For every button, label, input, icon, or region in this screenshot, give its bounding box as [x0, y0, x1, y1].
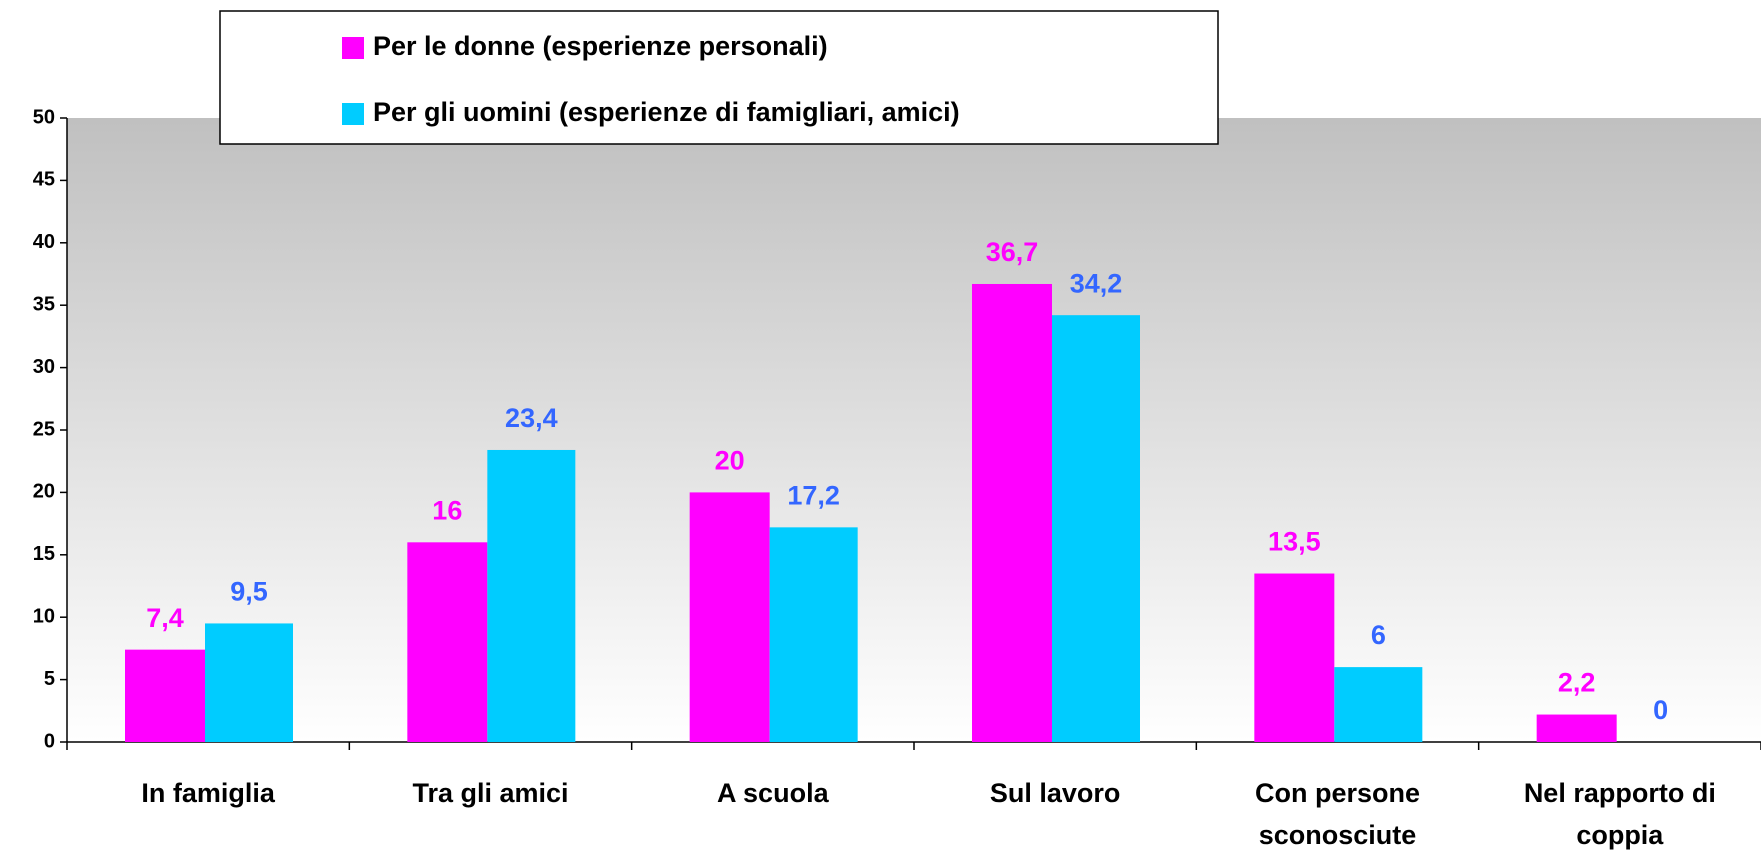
value-label: 23,4	[505, 403, 558, 433]
legend-swatch	[342, 103, 364, 125]
value-label: 36,7	[986, 237, 1039, 267]
y-tick-label: 10	[33, 605, 55, 627]
bar	[689, 492, 770, 742]
bar	[125, 649, 205, 742]
x-tick-label: Nel rapporto di coppia	[1524, 778, 1716, 850]
y-tick-label: 45	[33, 169, 55, 191]
bar	[1334, 667, 1423, 742]
value-label: 6	[1371, 620, 1386, 650]
y-tick-label: 5	[44, 668, 55, 690]
legend-label: Per le donne (esperienze personali)	[373, 31, 828, 61]
value-label: 13,5	[1268, 527, 1321, 557]
x-tick-label: In famiglia	[141, 778, 276, 808]
bar	[1536, 714, 1617, 742]
bar	[205, 623, 293, 742]
value-label: 17,2	[787, 480, 840, 510]
y-tick-label: 20	[33, 481, 55, 503]
bar	[769, 527, 858, 742]
y-tick-label: 50	[33, 106, 55, 128]
value-label: 7,4	[146, 603, 184, 633]
value-label: 34,2	[1070, 268, 1123, 298]
bar	[487, 449, 576, 742]
x-tick-label: Sul lavoro	[990, 778, 1121, 808]
y-tick-label: 40	[33, 231, 55, 253]
legend-swatch	[342, 37, 364, 59]
y-tick-label: 35	[33, 293, 55, 315]
x-tick-label: Tra gli amici	[412, 778, 568, 808]
value-label: 16	[432, 495, 462, 525]
value-label: 9,5	[230, 577, 268, 607]
bar	[972, 283, 1052, 742]
legend	[219, 10, 1219, 145]
bar	[407, 542, 488, 742]
y-tick-label: 15	[33, 543, 55, 565]
y-tick-label: 0	[44, 730, 55, 752]
value-label: 2,2	[1558, 668, 1596, 698]
x-tick-label: Con persone sconosciute	[1255, 778, 1420, 850]
y-tick-label: 30	[33, 356, 55, 378]
bar	[1052, 315, 1140, 742]
value-label: 20	[715, 446, 745, 476]
plot-area	[67, 118, 1761, 742]
value-label: 0	[1653, 695, 1668, 725]
bar	[1254, 573, 1335, 742]
y-tick-label: 25	[33, 418, 55, 440]
legend-label: Per gli uomini (esperienze di famigliari…	[373, 97, 960, 127]
x-tick-label: A scuola	[717, 778, 830, 808]
